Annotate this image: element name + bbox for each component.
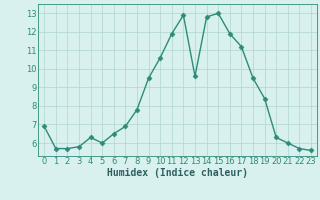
X-axis label: Humidex (Indice chaleur): Humidex (Indice chaleur) [107,168,248,178]
